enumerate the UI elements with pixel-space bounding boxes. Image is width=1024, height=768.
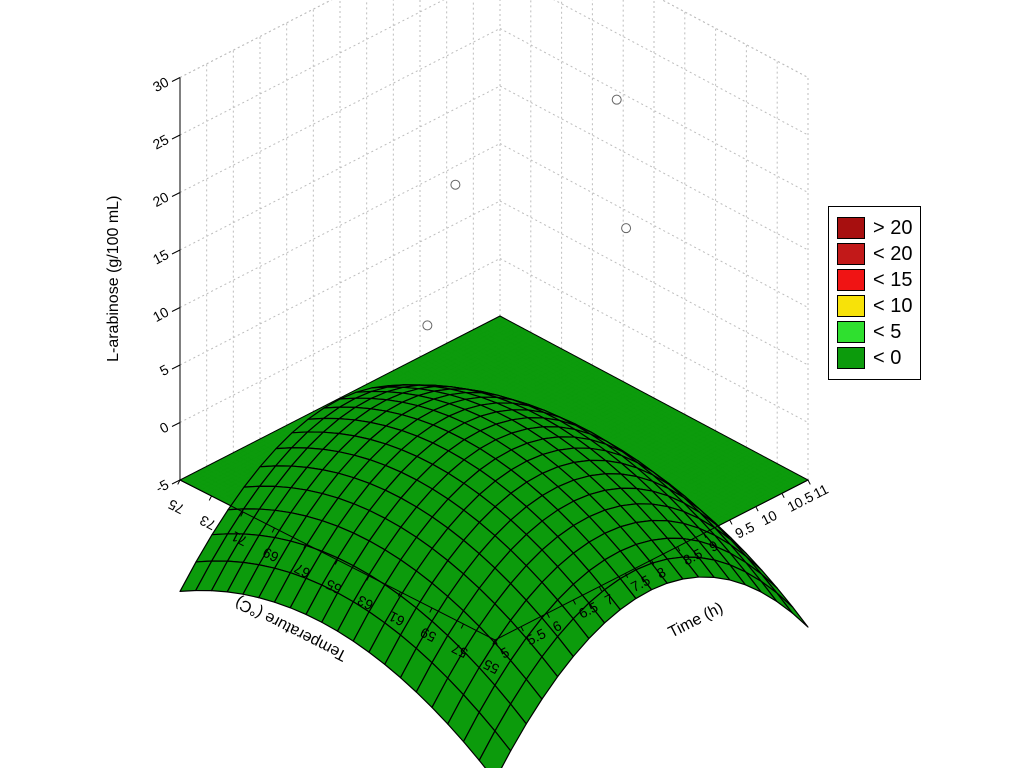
tick-label: 30 [150,73,171,95]
data-point [622,224,631,233]
tick-label: 5 [157,361,172,379]
tick-label: 20 [150,188,171,210]
z-axis-title: L-arabinose (g/100 mL) [105,196,122,362]
data-point [451,180,460,189]
tick-label: 10.5 [785,488,817,515]
legend-swatch [837,217,865,239]
y-axis-title: Time (h) [666,600,726,642]
legend-swatch [837,243,865,265]
data-points [423,95,631,330]
legend-swatch [837,321,865,343]
legend-row: < 5 [837,321,912,343]
data-point [423,321,432,330]
tick-label: -5 [153,476,172,496]
legend-label: < 15 [873,270,912,290]
legend-row: > 20 [837,217,912,239]
tick-label: 75 [165,496,186,517]
color-legend: > 20 < 20 < 15 < 10 < 5 < 0 [828,206,921,380]
tick-label: 10 [150,303,171,325]
legend-swatch [837,347,865,369]
legend-label: > 20 [873,218,912,238]
tick-label: 25 [150,131,171,153]
legend-label: < 20 [873,244,912,264]
legend-label: < 0 [873,348,901,368]
legend-label: < 10 [873,296,912,316]
legend-label: < 5 [873,322,901,342]
legend-row: < 20 [837,243,912,265]
legend-row: < 15 [837,269,912,291]
legend-row: < 10 [837,295,912,317]
data-point [612,95,621,104]
tick-label: 0 [157,418,172,436]
legend-swatch [837,269,865,291]
tick-label: 10 [758,507,779,528]
tick-label: 9.5 [732,518,757,541]
chart-container: 555759616365676971737555.566.577.588.599… [0,0,1024,768]
surface-plot-svg: 555759616365676971737555.566.577.588.599… [0,0,1024,768]
legend-row: < 0 [837,347,912,369]
tick-label: 15 [150,246,171,268]
legend-swatch [837,295,865,317]
